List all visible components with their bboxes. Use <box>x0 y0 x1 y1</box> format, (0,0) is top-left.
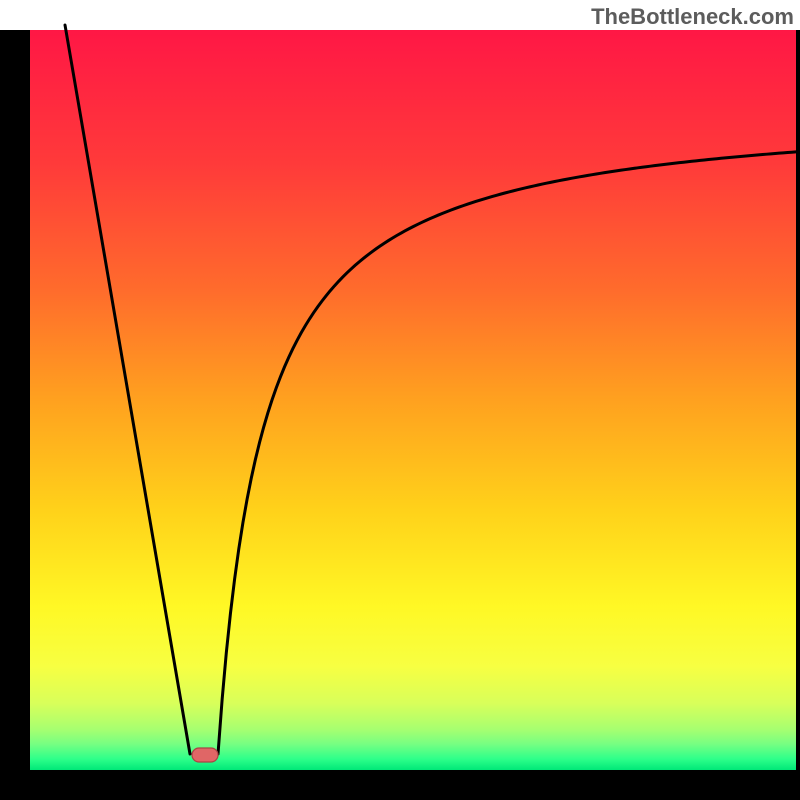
gradient-background <box>30 30 796 770</box>
chart-container: TheBottleneck.com <box>0 0 800 800</box>
watermark-label: TheBottleneck.com <box>591 4 794 30</box>
optimal-marker <box>192 748 218 762</box>
bottleneck-chart <box>0 0 800 800</box>
